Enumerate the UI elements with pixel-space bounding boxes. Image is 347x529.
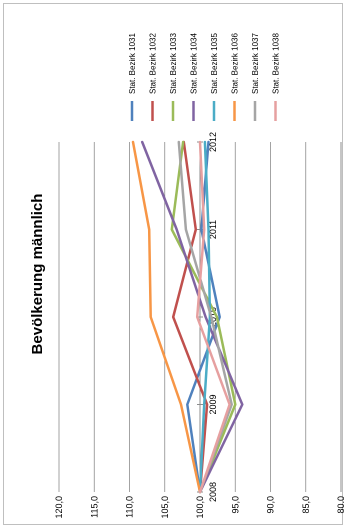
y-tick-label: 120,0 — [54, 496, 64, 519]
y-tick-label: 105,0 — [160, 496, 170, 519]
y-tick-label: 85,0 — [301, 496, 311, 514]
chart-title: Bevölkerung männlich — [29, 194, 46, 355]
series-line — [171, 140, 209, 494]
legend-label: Stat. Bezirk 1033 — [169, 33, 178, 94]
legend-label: Stat. Bezirk 1031 — [128, 33, 137, 94]
category-label: 2009 — [208, 394, 218, 414]
legend-label: Stat. Bezirk 1037 — [251, 33, 260, 94]
legend-label: Stat. Bezirk 1036 — [231, 33, 240, 94]
legend-label: Stat. Bezirk 1034 — [190, 33, 199, 94]
series-line — [131, 140, 202, 494]
category-label: 2008 — [208, 482, 218, 502]
series-line — [195, 140, 231, 494]
legend-label: Stat. Bezirk 1032 — [149, 33, 158, 94]
y-tick-label: 100,0 — [195, 496, 205, 519]
series-line — [198, 140, 212, 494]
y-tick-label: 80,0 — [336, 496, 344, 514]
series-line — [177, 140, 233, 494]
category-label: 2012 — [208, 132, 218, 152]
y-tick-label: 110,0 — [125, 496, 135, 518]
chart-frame: 120,0 115,0 110,0 105,0 100,0 95,0 90,0 85,0 80,… — [3, 3, 344, 525]
y-tick-label: 95,0 — [230, 496, 240, 514]
category-label: 2010 — [208, 307, 218, 327]
y-tick-label: 90,0 — [266, 496, 276, 514]
legend-label: Stat. Bezirk 1038 — [272, 33, 281, 94]
series-line — [140, 140, 244, 494]
line-chart: 120,0 115,0 110,0 105,0 100,0 95,0 90,0 85,0 80,… — [29, 33, 344, 519]
y-tick-label: 115,0 — [89, 496, 99, 518]
series-line — [170, 140, 237, 494]
legend-label: Stat. Bezirk 1035 — [210, 33, 219, 94]
category-label: 2011 — [208, 220, 218, 239]
